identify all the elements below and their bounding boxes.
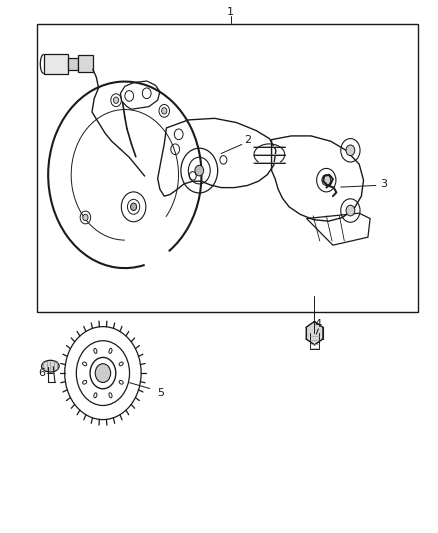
Circle shape <box>113 97 119 103</box>
Bar <box>44 54 68 74</box>
Polygon shape <box>306 321 323 345</box>
Circle shape <box>83 214 88 221</box>
Ellipse shape <box>109 393 112 398</box>
Ellipse shape <box>94 393 97 398</box>
Ellipse shape <box>119 362 123 366</box>
Text: 6: 6 <box>38 368 45 378</box>
Circle shape <box>346 145 355 156</box>
Circle shape <box>195 165 204 176</box>
Text: 5: 5 <box>158 388 165 398</box>
Ellipse shape <box>94 349 97 353</box>
Text: 4: 4 <box>315 319 322 328</box>
Ellipse shape <box>83 362 87 366</box>
Bar <box>78 55 93 72</box>
Text: 2: 2 <box>244 135 251 144</box>
Bar <box>68 58 78 70</box>
Ellipse shape <box>42 360 59 372</box>
Circle shape <box>162 108 167 114</box>
Bar <box>37 24 418 312</box>
Circle shape <box>346 205 355 216</box>
Circle shape <box>322 175 331 185</box>
Text: 1: 1 <box>227 7 234 17</box>
Ellipse shape <box>119 381 123 384</box>
Ellipse shape <box>109 349 112 353</box>
Circle shape <box>95 364 111 383</box>
Ellipse shape <box>83 381 87 384</box>
Circle shape <box>131 203 137 211</box>
Text: 3: 3 <box>380 179 387 189</box>
